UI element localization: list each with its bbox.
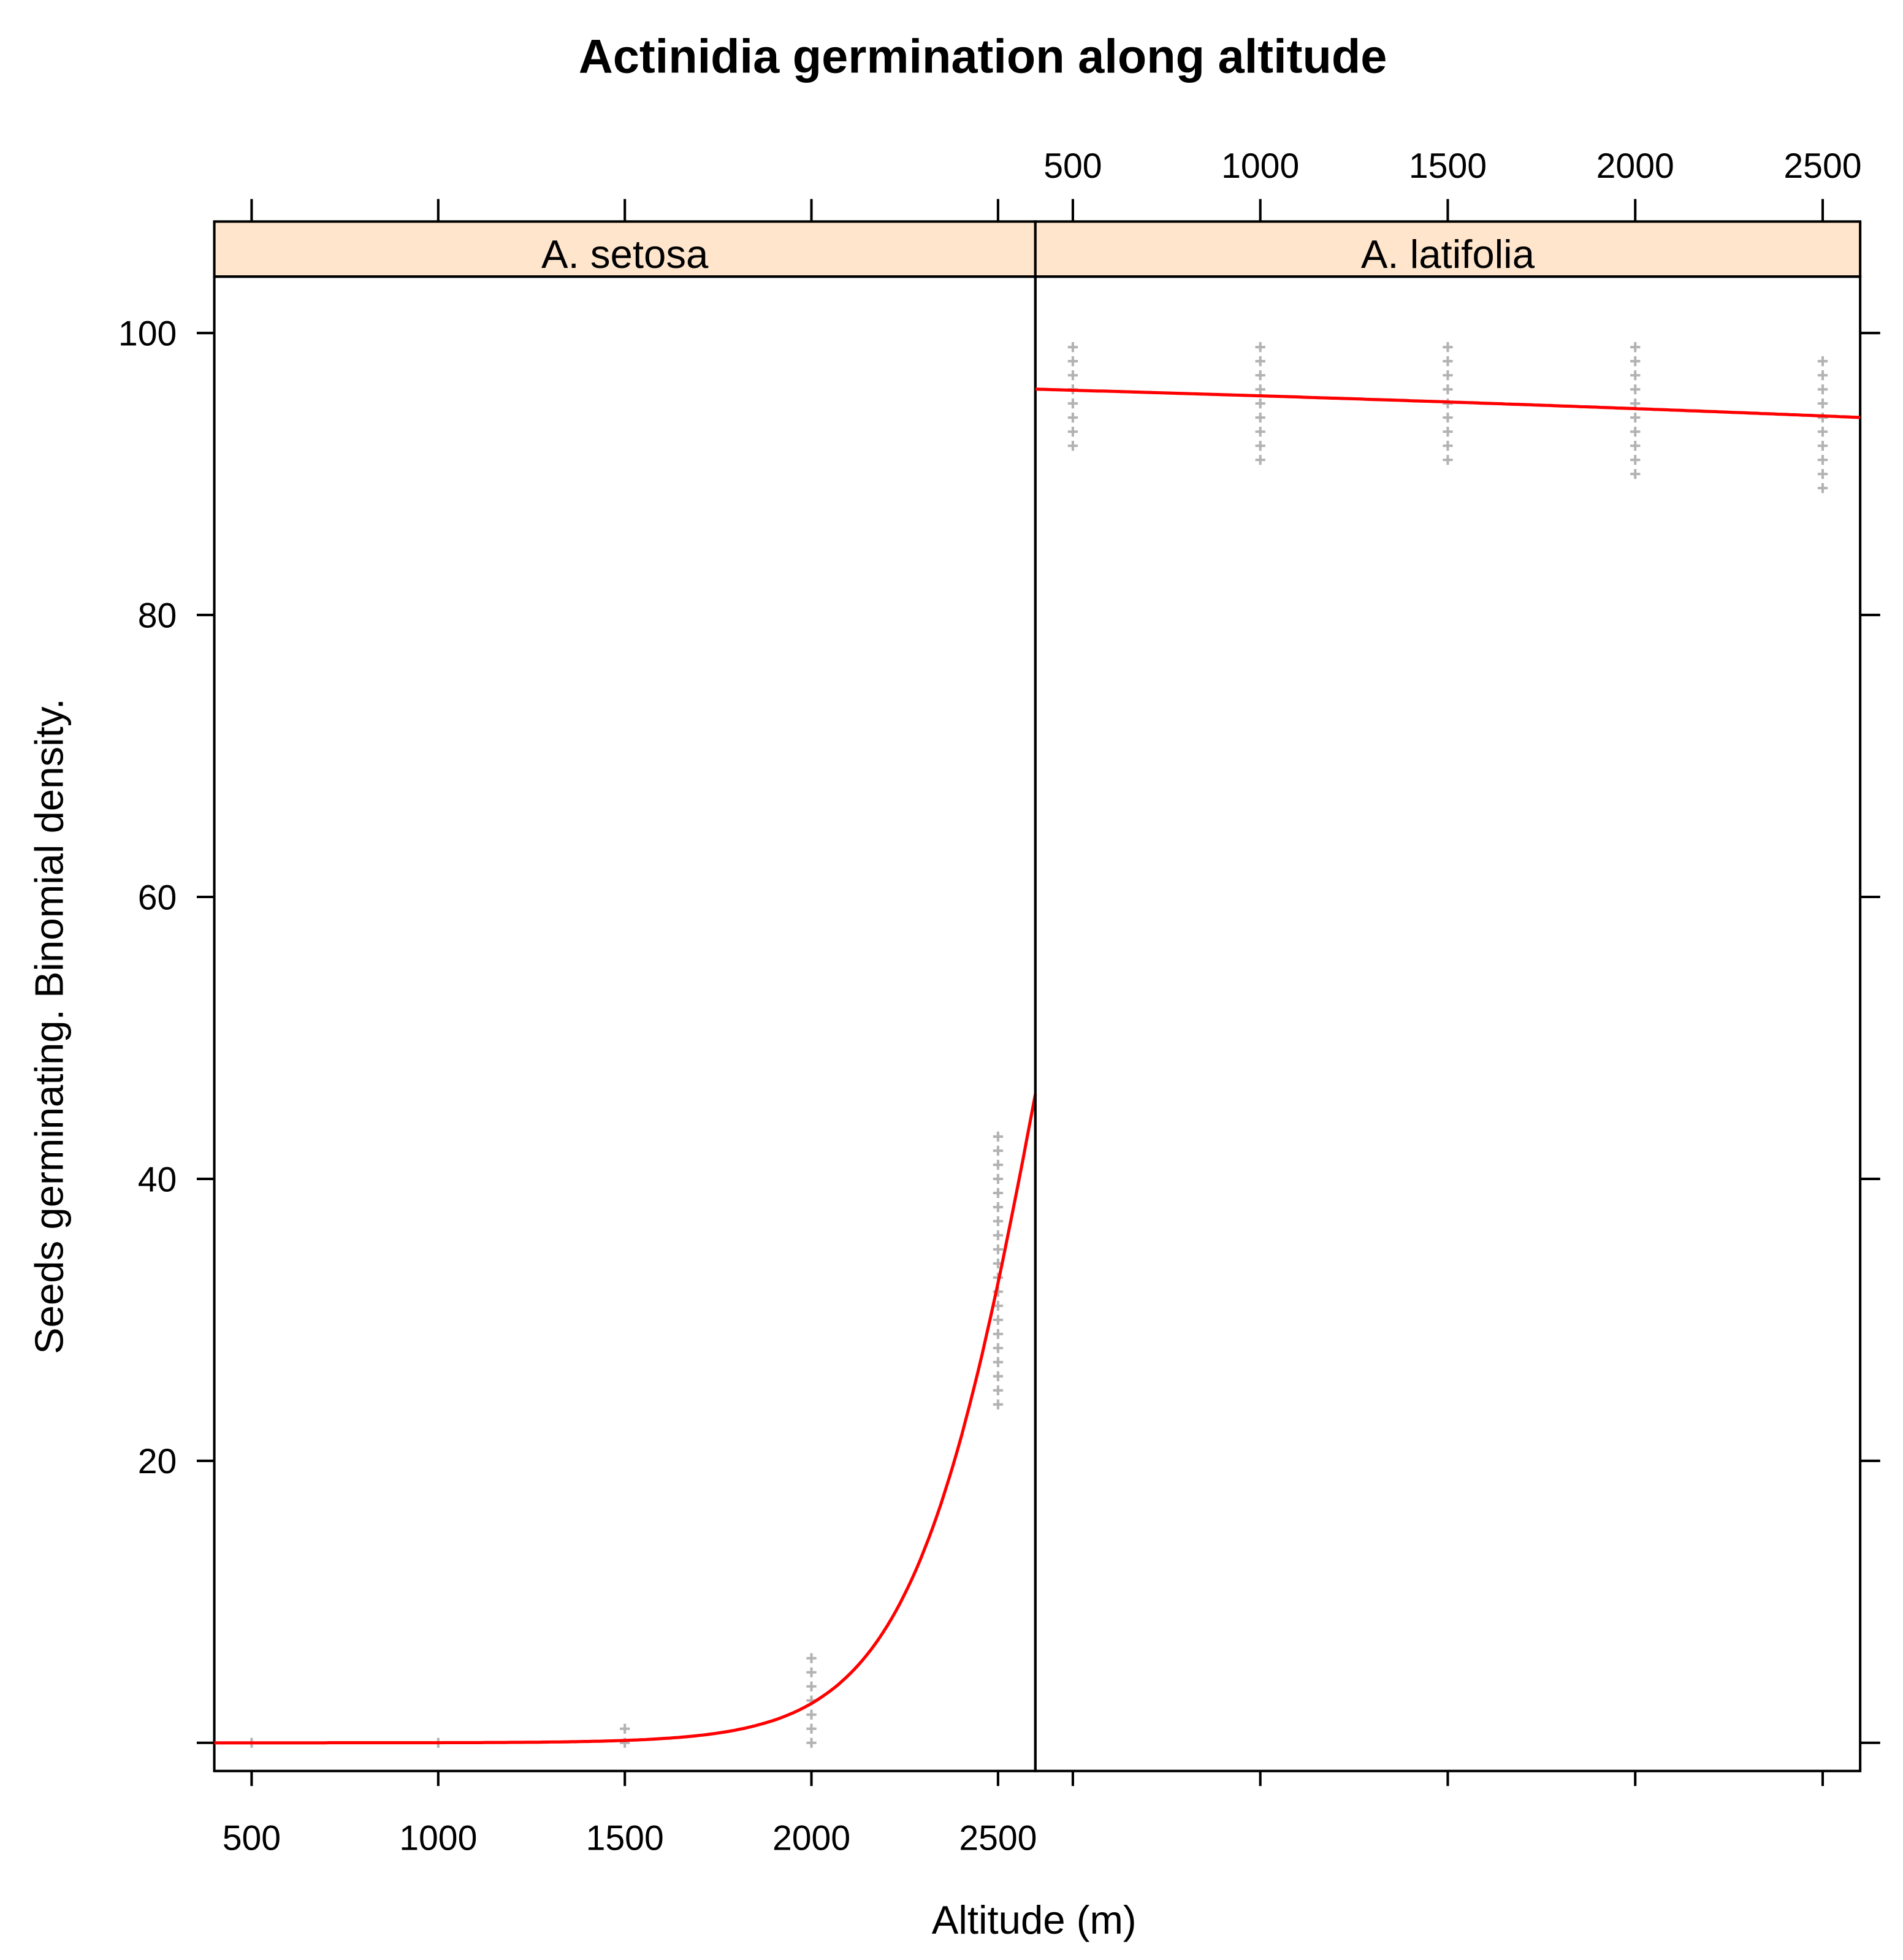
- data-point: [1630, 384, 1641, 395]
- x-tick-label: 2000: [772, 1818, 850, 1858]
- data-point: [993, 1216, 1004, 1227]
- y-tick-label: 80: [138, 596, 177, 635]
- x-tick-label: 2000: [1596, 147, 1674, 186]
- data-point: [1255, 426, 1265, 437]
- data-point: [1443, 454, 1453, 465]
- panel-frame: [213, 275, 1037, 1772]
- x-tick-label: 2500: [1783, 147, 1861, 186]
- x-tick-label: 1500: [586, 1818, 664, 1858]
- data-point: [620, 1723, 630, 1734]
- y-axis-label: Seeds germinating. Binomial density.: [27, 698, 72, 1354]
- data-point: [1630, 341, 1641, 353]
- x-tick-label: 500: [223, 1818, 281, 1858]
- data-point: [1443, 341, 1453, 353]
- x-tick-label: 1500: [1409, 147, 1487, 186]
- data-point: [1817, 384, 1828, 395]
- y-tick-label: 60: [138, 878, 177, 917]
- data-point: [1067, 356, 1078, 367]
- x-tick-label: 2500: [959, 1818, 1037, 1858]
- x-tick-label: 1000: [399, 1818, 477, 1858]
- x-tick-label: 500: [1043, 147, 1102, 186]
- data-point: [1630, 468, 1641, 479]
- panel-1: A. latifolia 500 1000 1500 2000 2500: [1034, 147, 1880, 1786]
- data-point: [993, 1159, 1004, 1170]
- data-point: [993, 1385, 1004, 1396]
- data-point: [993, 1173, 1004, 1184]
- data-point: [993, 1399, 1004, 1410]
- panel-frame: [1034, 275, 1862, 1772]
- fit-line: [1035, 387, 1861, 419]
- data-point: [993, 1145, 1004, 1156]
- data-point: [806, 1737, 817, 1748]
- data-point: [806, 1709, 817, 1720]
- data-point: [806, 1653, 817, 1663]
- data-point: [1443, 412, 1453, 423]
- data-point: [993, 1230, 1004, 1241]
- data-point: [1817, 468, 1828, 479]
- data-point: [1255, 384, 1265, 395]
- data-point: [1630, 412, 1641, 423]
- data-point: [1817, 356, 1828, 367]
- strip-label: A. setosa: [541, 232, 709, 276]
- data-point: [1255, 341, 1265, 353]
- data-point: [993, 1314, 1004, 1325]
- panel-0: A. setosa 500 1000 1500 2000 2500 20 40 60 80 100: [118, 199, 1037, 1858]
- strip: [1034, 220, 1862, 278]
- data-point: [1817, 440, 1828, 451]
- y-tick-label: 20: [138, 1442, 177, 1481]
- fit-line: [214, 1094, 1037, 1745]
- y-tick-label: 100: [118, 315, 177, 354]
- data-point: [806, 1723, 817, 1734]
- data-point: [993, 1357, 1004, 1368]
- x-tick-label: 1000: [1221, 147, 1299, 186]
- data-point: [1630, 398, 1641, 409]
- chart-title: Actinidia germination along altitude: [579, 30, 1387, 83]
- data-point: [1255, 398, 1265, 409]
- x-axis-label: Altitude (m): [932, 1897, 1137, 1942]
- data-point: [1067, 341, 1078, 353]
- data-point: [1255, 412, 1265, 423]
- data-point: [1067, 370, 1078, 381]
- data-point: [806, 1681, 817, 1691]
- data-point: [993, 1300, 1004, 1311]
- data-point: [993, 1244, 1004, 1255]
- data-point: [993, 1343, 1004, 1354]
- data-point: [1443, 384, 1453, 395]
- data-point: [1067, 440, 1078, 451]
- data-point: [993, 1188, 1004, 1199]
- data-point: [1443, 440, 1453, 451]
- data-point: [1630, 440, 1641, 451]
- data-point: [1817, 426, 1828, 437]
- data-point: [1443, 426, 1453, 437]
- data-point: [993, 1371, 1004, 1382]
- data-point: [993, 1131, 1004, 1142]
- data-point: [1817, 454, 1828, 465]
- data-point: [1443, 370, 1453, 381]
- data-point: [1067, 426, 1078, 437]
- data-point: [993, 1329, 1004, 1340]
- data-point: [1817, 482, 1828, 494]
- data-point: [1630, 454, 1641, 465]
- data-point: [1817, 398, 1828, 409]
- data-point: [806, 1667, 817, 1677]
- data-point: [1630, 356, 1641, 367]
- data-point: [1443, 356, 1453, 367]
- data-point: [1630, 370, 1641, 381]
- data-point: [1067, 412, 1078, 423]
- y-tick-label: 40: [138, 1160, 177, 1199]
- data-point: [1817, 370, 1828, 381]
- data-point: [1067, 398, 1078, 409]
- strip: [213, 220, 1037, 278]
- data-point: [1630, 426, 1641, 437]
- data-point: [1255, 356, 1265, 367]
- data-point: [1255, 370, 1265, 381]
- strip-label: A. latifolia: [1361, 232, 1535, 276]
- data-point: [1255, 454, 1265, 465]
- data-point: [1255, 440, 1265, 451]
- data-point: [993, 1202, 1004, 1213]
